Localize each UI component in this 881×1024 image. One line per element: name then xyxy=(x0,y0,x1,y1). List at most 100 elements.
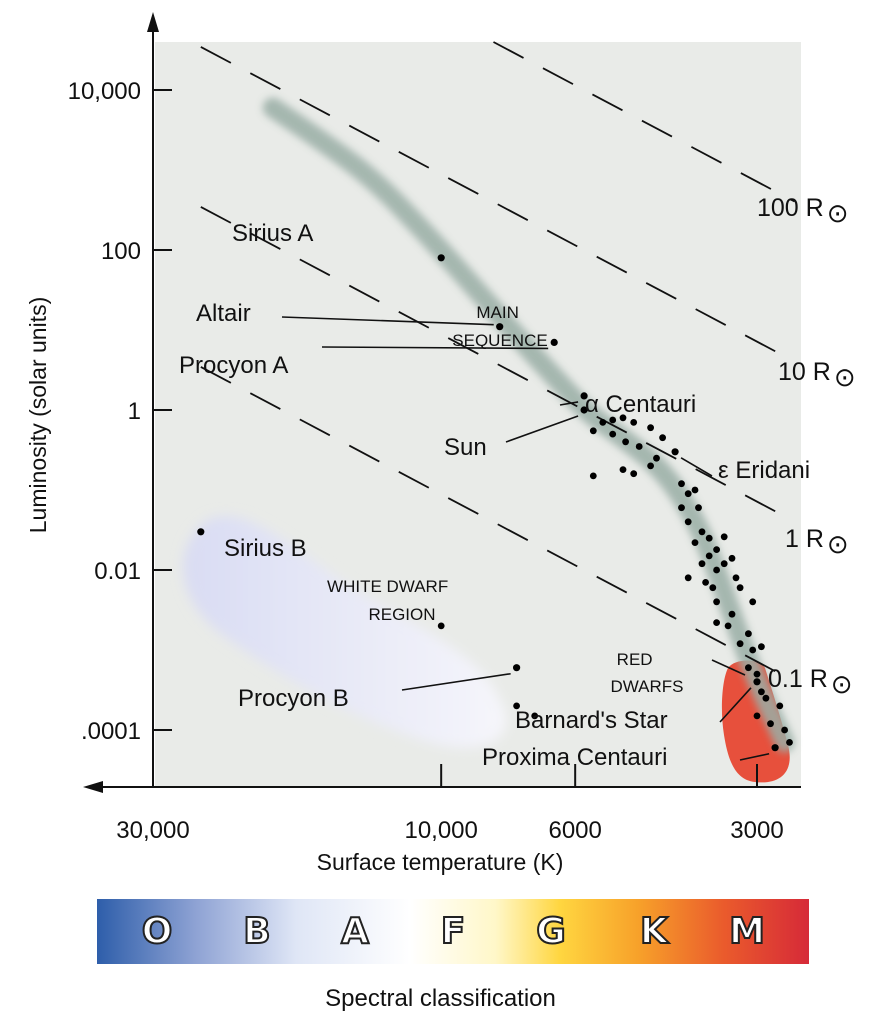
star-point xyxy=(684,518,692,526)
star-point xyxy=(635,443,643,450)
spectral-class-o: O xyxy=(141,910,174,953)
axis-ticks: 30,000 10,000 6000 3000 10,000 100 1 0.01 .0001 xyxy=(68,78,784,844)
star-point xyxy=(437,622,445,630)
y-tick-label: 10,000 xyxy=(68,78,141,105)
pointer-red-dwarfs xyxy=(711,659,746,676)
pointer-proxima-centauri xyxy=(739,752,770,761)
label-altair: Altair xyxy=(196,300,251,327)
main-sequence-band xyxy=(262,97,795,753)
y-axis-title: Luminosity (solar units) xyxy=(25,297,51,533)
star-point xyxy=(691,486,699,494)
star-sirius-b xyxy=(197,528,205,536)
star-point xyxy=(713,546,720,553)
star-point xyxy=(589,427,597,435)
pointer-procyon-a xyxy=(321,346,549,350)
star-procyon-a xyxy=(550,338,558,346)
radius-labels: 100 R ⊙ 10 R ⊙ 1 R ⊙ 0.1 R ⊙ xyxy=(757,194,856,699)
star-point xyxy=(745,630,752,638)
star-point xyxy=(749,598,757,606)
star-point xyxy=(749,646,757,654)
label-sun: Sun xyxy=(444,434,487,461)
star-point xyxy=(728,554,736,562)
star-point xyxy=(531,712,539,720)
constant-radius-lines xyxy=(200,41,795,683)
star-point xyxy=(659,434,666,442)
star-point xyxy=(630,419,638,426)
star-point xyxy=(713,566,720,574)
stars xyxy=(197,254,793,752)
star-point xyxy=(709,584,717,592)
x-axis-title: Surface temperature (K) xyxy=(317,849,564,875)
star-point xyxy=(702,579,709,586)
star-point xyxy=(745,664,752,672)
label-epsilon-eridani: ε Eridani xyxy=(718,457,810,484)
star-point xyxy=(736,640,744,648)
star-point xyxy=(698,560,706,568)
radius-line-100 xyxy=(493,41,795,203)
y-axis-arrow xyxy=(147,12,159,32)
star-proxima-centauri xyxy=(771,744,779,752)
star-point xyxy=(728,610,736,618)
star-point xyxy=(622,438,629,446)
spectral-class-a: A xyxy=(340,910,370,953)
white-dwarf-region xyxy=(183,516,507,748)
label-procyon-a: Procyon A xyxy=(179,352,288,379)
star-point xyxy=(599,419,607,426)
pointer-altair xyxy=(281,316,494,326)
star-point xyxy=(698,528,706,536)
y-tick-label: 0.01 xyxy=(94,558,141,585)
pointer-procyon-b xyxy=(401,672,511,691)
plot-background xyxy=(155,42,801,787)
red-dwarf-region xyxy=(721,660,790,783)
star-point xyxy=(753,712,761,720)
y-tick-label: 100 xyxy=(101,238,141,265)
star-point xyxy=(767,720,774,728)
label-proxima-centauri: Proxima Centauri xyxy=(482,744,667,771)
radius-label-100: 100 R ⊙ xyxy=(757,194,849,228)
star-procyon-b xyxy=(513,664,521,672)
star-point xyxy=(619,414,627,422)
star-point xyxy=(720,560,728,568)
star-point xyxy=(724,622,732,630)
pointer-epsilon-eridani xyxy=(680,457,713,477)
star-point xyxy=(647,424,654,432)
star-point xyxy=(684,574,692,582)
x-tick-label: 6000 xyxy=(548,817,601,844)
star-point xyxy=(678,480,685,488)
x-tick-label: 10,000 xyxy=(404,817,477,844)
star-altair xyxy=(496,323,504,331)
star--eridani xyxy=(671,448,679,456)
radius-label-10: 10 R ⊙ xyxy=(778,358,856,392)
spectral-class-b: B xyxy=(242,910,271,953)
label-alpha-centauri: α Centauri xyxy=(585,391,696,418)
star-point xyxy=(684,490,692,498)
star-point xyxy=(736,584,744,592)
star-point xyxy=(713,619,720,626)
star-point xyxy=(713,598,720,606)
star-point xyxy=(589,472,597,480)
label-barnards-star: Barnard's Star xyxy=(515,707,668,734)
star-point xyxy=(513,702,520,710)
y-tick-label: 1 xyxy=(128,398,141,425)
star-sirius-a xyxy=(437,254,445,262)
star-point xyxy=(781,726,788,734)
spectral-class-g: G xyxy=(535,910,567,953)
star-point xyxy=(630,470,638,478)
label-procyon-b: Procyon B xyxy=(238,685,349,712)
radius-label-0_1: 0.1 R ⊙ xyxy=(768,665,853,699)
star-point xyxy=(758,643,765,651)
spectral-classification-title: Spectral classification xyxy=(325,985,556,1012)
star--centauri xyxy=(580,392,588,400)
white-dwarf-label: WHITE DWARF REGION xyxy=(327,577,453,624)
label-sirius-b: Sirius B xyxy=(224,535,307,562)
spectral-class-m: M xyxy=(728,910,766,953)
star-point xyxy=(653,454,660,462)
star-point xyxy=(619,466,627,473)
star-sun xyxy=(580,406,588,414)
star-point xyxy=(647,462,654,470)
star-point xyxy=(705,552,713,560)
radius-label-1: 1 R ⊙ xyxy=(785,525,849,559)
star-point xyxy=(762,694,770,702)
star-point xyxy=(732,574,740,582)
